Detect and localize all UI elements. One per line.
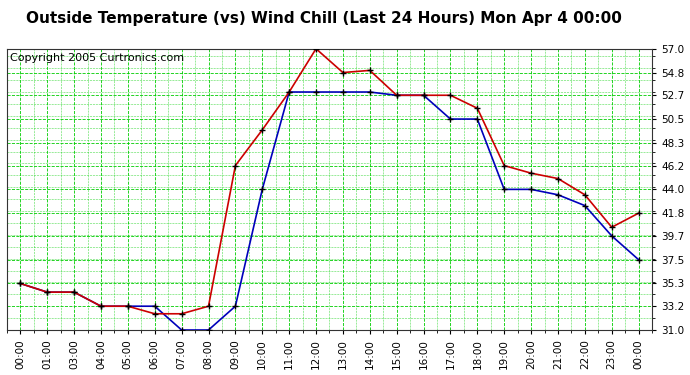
Text: Copyright 2005 Curtronics.com: Copyright 2005 Curtronics.com [10,53,184,63]
Text: Outside Temperature (vs) Wind Chill (Last 24 Hours) Mon Apr 4 00:00: Outside Temperature (vs) Wind Chill (Las… [26,11,622,26]
